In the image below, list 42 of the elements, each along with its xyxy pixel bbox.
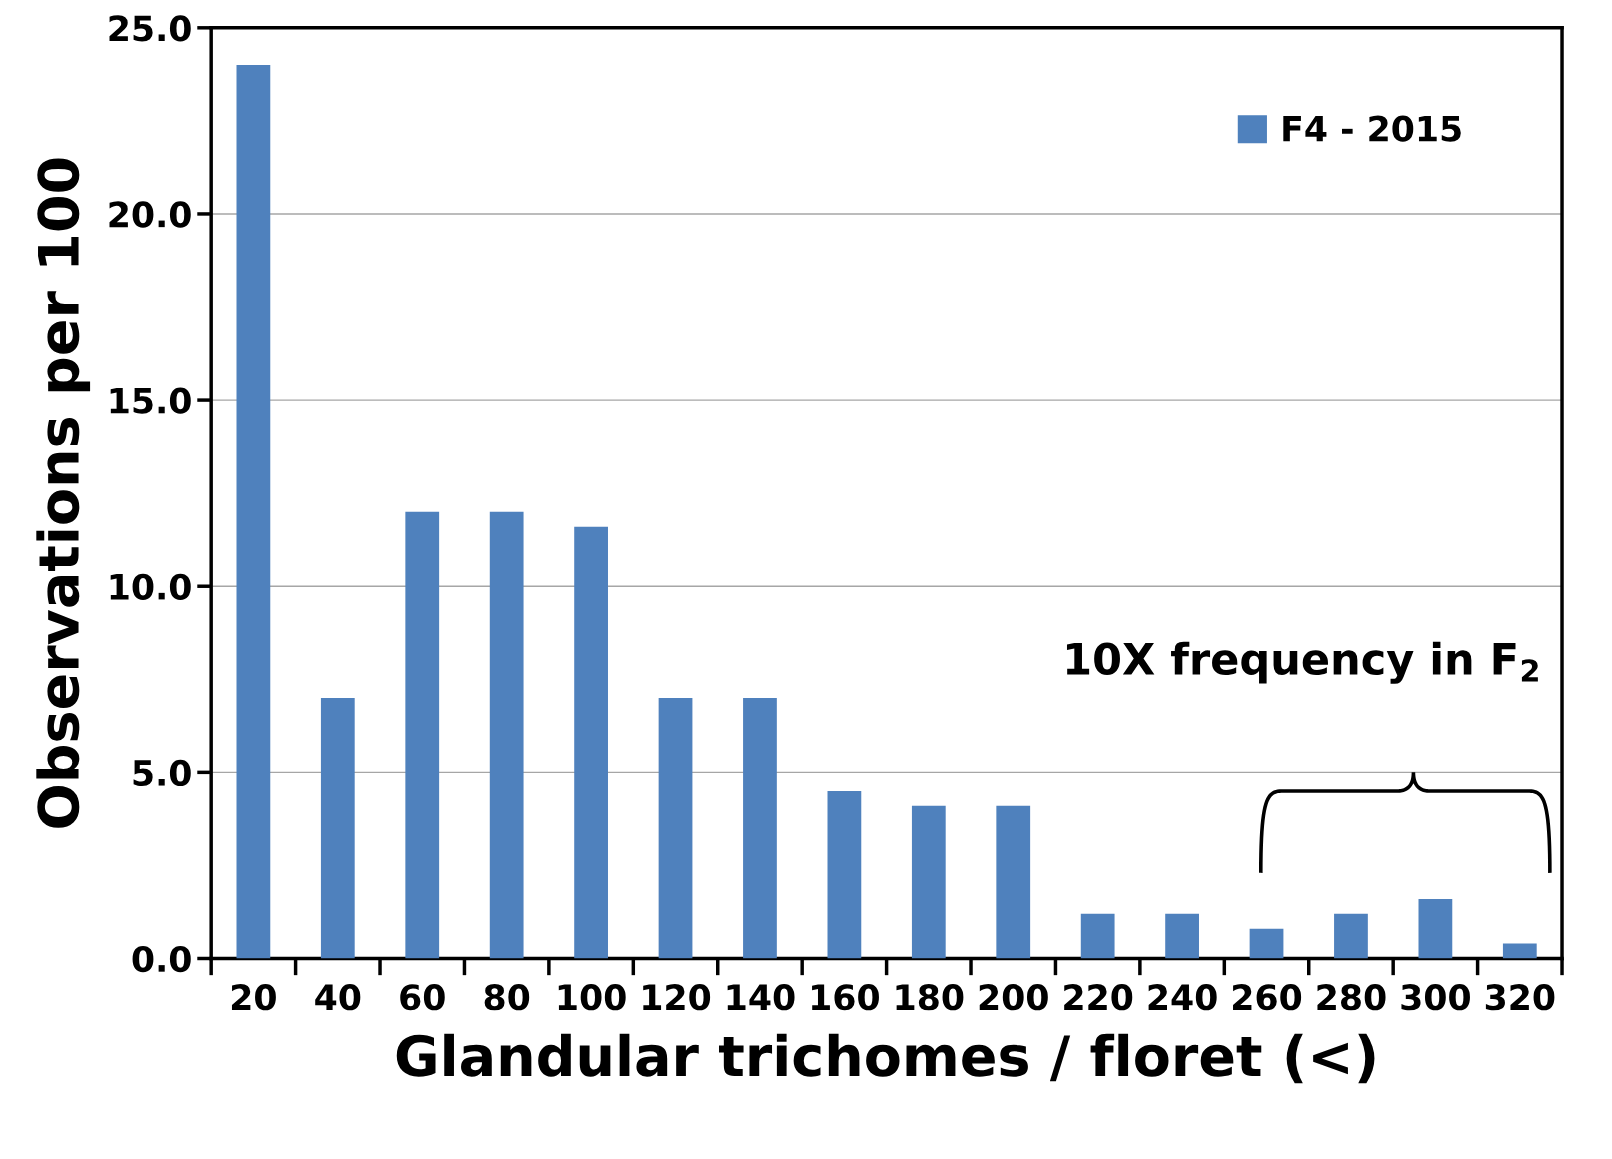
bar: [911, 805, 946, 959]
x-tick-label: 80: [484, 984, 530, 1011]
x-tick-label: 180: [896, 984, 964, 1011]
bar: [405, 511, 440, 959]
x-tick-label: 200: [979, 984, 1048, 1011]
bar: [236, 65, 271, 959]
bar: [1418, 898, 1453, 959]
x-tick-label: 60: [400, 984, 445, 1011]
x-tick-label: 280: [1317, 984, 1386, 1011]
annotation: 10X frequency in F$_{2}$: [1066, 641, 1538, 684]
y-tick-label: 10.0: [110, 573, 191, 600]
bar: [1502, 943, 1537, 959]
x-tick-label: 300: [1401, 984, 1470, 1011]
y-axis-title: Observations per 100: [36, 158, 91, 828]
x-tick-label: 160: [812, 984, 879, 1011]
y-tick-label: 15.0: [110, 387, 191, 414]
x-tick-label: 20: [231, 984, 276, 1011]
bar: [1080, 913, 1115, 959]
x-tick-label: 320: [1485, 984, 1555, 1011]
x-tick-label: 140: [727, 984, 795, 1011]
x-tick-label: 100: [558, 984, 626, 1011]
bar: [658, 697, 693, 959]
bar: [320, 697, 355, 959]
x-tick-label: 40: [315, 984, 361, 1011]
bar: [1249, 928, 1284, 959]
bar: [1334, 913, 1368, 959]
legend-label: F4 - 2015: [1283, 115, 1461, 142]
bar: [574, 526, 608, 959]
bar: [489, 511, 524, 959]
x-tick-label: 220: [1064, 984, 1133, 1011]
y-tick-label: 20.0: [109, 201, 191, 228]
y-tick-label: 5.0: [133, 759, 191, 787]
y-tick-label: 0.0: [132, 945, 191, 973]
bar: [743, 697, 777, 959]
bar: [827, 790, 862, 959]
y-tick-label: 25.0: [109, 15, 191, 42]
bar: [1165, 913, 1199, 959]
x-tick-label: 260: [1233, 984, 1302, 1011]
x-tick-label: 120: [643, 984, 711, 1011]
bar: [996, 805, 1031, 959]
x-axis-title: Glandular trichomes / floret (<): [396, 1033, 1375, 1084]
x-tick-label: 240: [1148, 984, 1217, 1011]
